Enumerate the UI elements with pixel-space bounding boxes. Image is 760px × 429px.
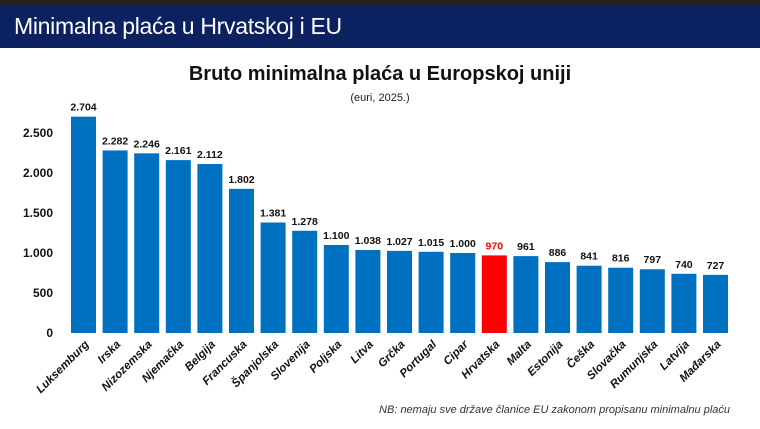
bar-latvija <box>671 273 697 333</box>
data-label: 1.100 <box>323 230 349 242</box>
bar-češka <box>576 265 602 333</box>
bar-francuska <box>229 188 254 333</box>
data-label: 1.278 <box>292 216 318 228</box>
header-bar: Minimalna plaća u Hrvatskoj i EU <box>0 5 760 48</box>
bar-španjolska <box>260 222 286 333</box>
x-tick-label: Litva <box>349 338 377 366</box>
bar-portugal <box>418 251 444 333</box>
data-label: 1.381 <box>260 208 286 220</box>
y-tick-label: 2.500 <box>23 126 53 140</box>
y-tick-label: 1.000 <box>23 246 53 260</box>
bar-poljska <box>323 245 349 333</box>
data-label: 797 <box>644 254 662 266</box>
data-label: 1.802 <box>228 174 254 186</box>
bar-malta <box>513 256 539 333</box>
bar-irska <box>102 150 128 333</box>
bar-njemačka <box>165 160 191 333</box>
data-label: 816 <box>612 253 630 265</box>
y-tick-label: 500 <box>33 286 53 300</box>
data-label: 740 <box>675 259 693 271</box>
bar-grčka <box>387 250 412 333</box>
x-tick-label: Poljska <box>307 338 344 375</box>
bar-slovenija <box>292 230 318 333</box>
chart-subtitle: (euri, 2025.) <box>350 92 410 104</box>
y-tick-label: 0 <box>46 326 53 340</box>
y-tick-label: 1.500 <box>23 206 53 220</box>
bar-belgija <box>197 164 223 333</box>
bar-nizozemska <box>134 153 160 333</box>
bar-litva <box>355 249 381 333</box>
bar-slovačka <box>608 267 634 333</box>
data-label: 886 <box>549 247 567 259</box>
bar-cipar <box>450 253 476 333</box>
x-tick-label: Estonija <box>526 338 567 379</box>
bar-mađarska <box>703 274 728 333</box>
bar-rumunjska <box>639 269 665 333</box>
data-label: 2.704 <box>70 102 96 114</box>
bar-hrvatska <box>481 255 507 333</box>
y-tick-label: 2.000 <box>23 166 53 180</box>
x-tick-label: Luksemburg <box>34 339 91 396</box>
data-label: 1.027 <box>386 236 412 248</box>
chart-note: NB: nemaju sve države članice EU zakonom… <box>379 404 730 416</box>
top-band <box>0 0 760 5</box>
data-label: 2.282 <box>102 135 128 147</box>
x-tick-label: Irska <box>96 338 124 366</box>
data-label: 1.000 <box>450 238 476 250</box>
data-label: 727 <box>707 260 725 272</box>
x-tick-label: Malta <box>505 338 535 368</box>
bar-estonija <box>545 262 570 333</box>
data-label: 2.112 <box>197 149 223 161</box>
data-label: 2.246 <box>134 138 160 150</box>
bar-luksemburg <box>71 116 96 334</box>
data-label: 2.161 <box>165 145 191 157</box>
data-label: 961 <box>517 241 535 253</box>
page-title: Minimalna plaća u Hrvatskoj i EU <box>14 13 342 39</box>
data-label: 1.038 <box>355 235 381 247</box>
data-label: 970 <box>486 240 504 252</box>
data-label: 1.015 <box>418 237 444 249</box>
chart-title: Bruto minimalna plaća u Europskoj uniji <box>188 63 572 85</box>
x-tick-label: Cipar <box>442 338 472 368</box>
data-label: 841 <box>580 251 598 263</box>
